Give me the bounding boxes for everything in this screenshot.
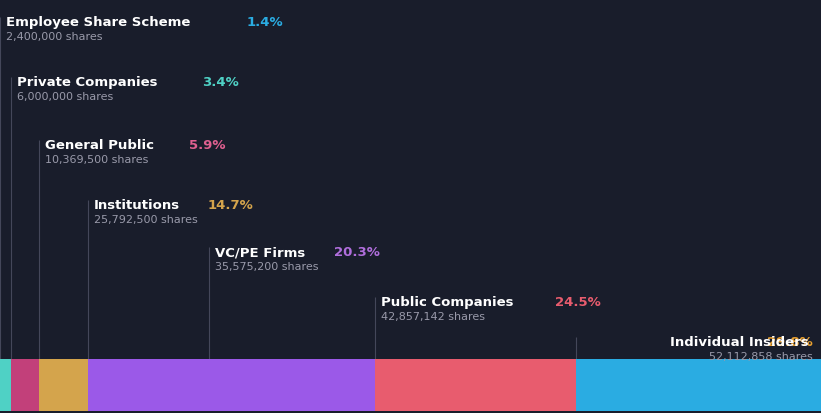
Text: 2,400,000 shares: 2,400,000 shares [6, 32, 103, 42]
Text: 24.5%: 24.5% [555, 295, 601, 308]
Bar [0, 359, 11, 411]
Text: 1.4%: 1.4% [247, 16, 283, 29]
Text: 29.8%: 29.8% [768, 335, 813, 348]
Text: 14.7%: 14.7% [208, 199, 254, 211]
Bar [209, 359, 375, 411]
Text: Public Companies: Public Companies [381, 295, 514, 308]
Text: 5.9%: 5.9% [189, 139, 226, 152]
Text: 3.4%: 3.4% [202, 76, 239, 89]
Text: 35,575,200 shares: 35,575,200 shares [214, 261, 318, 271]
Text: 25,792,500 shares: 25,792,500 shares [94, 214, 198, 224]
Text: VC/PE Firms: VC/PE Firms [214, 245, 305, 259]
Text: Individual Insiders: Individual Insiders [670, 335, 813, 348]
Bar [39, 359, 88, 411]
Bar [88, 359, 209, 411]
Bar [11, 359, 39, 411]
Text: Institutions: Institutions [94, 199, 180, 211]
Text: 20.3%: 20.3% [334, 245, 380, 259]
Bar [375, 359, 576, 411]
Text: General Public: General Public [45, 139, 154, 152]
Text: 10,369,500 shares: 10,369,500 shares [45, 154, 149, 165]
Text: 42,857,142 shares: 42,857,142 shares [381, 311, 485, 321]
Text: 52,112,858 shares: 52,112,858 shares [709, 351, 813, 361]
Text: 6,000,000 shares: 6,000,000 shares [17, 92, 114, 102]
Text: Private Companies: Private Companies [17, 76, 158, 89]
Text: Employee Share Scheme: Employee Share Scheme [6, 16, 190, 29]
Bar [576, 359, 821, 411]
